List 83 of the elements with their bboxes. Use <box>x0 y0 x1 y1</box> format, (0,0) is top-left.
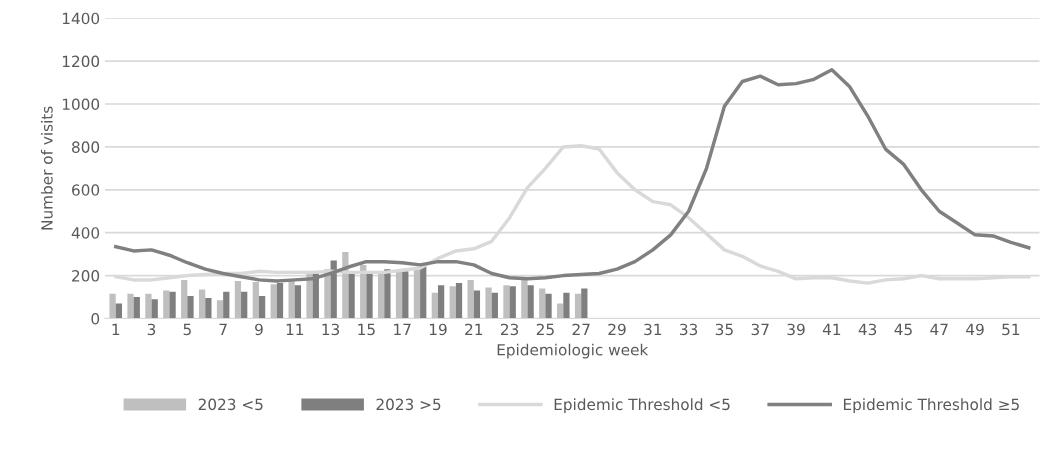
bar <box>431 292 438 319</box>
x-tick-label: 47 <box>930 323 948 335</box>
y-tick-label: 1400 <box>62 12 100 25</box>
bar <box>115 303 123 319</box>
bar <box>402 271 409 319</box>
bar <box>509 286 516 319</box>
bar <box>557 303 564 319</box>
x-tick-label: 9 <box>255 323 263 336</box>
x-tick-label: 37 <box>751 323 769 336</box>
x-tick-label: 35 <box>715 323 733 336</box>
bar <box>145 293 152 319</box>
x-tick-label: 11 <box>286 323 304 335</box>
legend-label: Epidemic Threshold <5 <box>554 398 730 414</box>
y-tick-label: 1200 <box>62 55 100 68</box>
y-tick-label: 200 <box>72 270 100 282</box>
bar <box>366 272 373 319</box>
x-tick-label: 17 <box>394 323 411 335</box>
bar <box>216 300 224 319</box>
legend-label: 2023 <5 <box>198 398 263 411</box>
x-tick-label: 15 <box>358 323 375 336</box>
bar <box>413 269 421 319</box>
bar <box>270 284 277 319</box>
bar <box>205 298 212 319</box>
bar <box>109 293 116 319</box>
bar <box>467 279 474 319</box>
bar <box>288 280 295 319</box>
x-tick-label: 51 <box>1002 323 1020 336</box>
x-tick-label: 29 <box>608 323 626 336</box>
bar <box>187 295 194 319</box>
y-tick-label: 800 <box>72 141 100 153</box>
bar <box>252 282 259 319</box>
bar <box>449 286 456 319</box>
bar <box>234 280 242 319</box>
x-tick-label: 1 <box>112 323 120 335</box>
x-tick-label: 5 <box>183 323 191 336</box>
bar <box>241 291 248 319</box>
x-tick-label: 43 <box>858 323 877 336</box>
bar <box>574 293 582 319</box>
legend-label: 2023 >5 <box>376 398 441 411</box>
x-tick-label: 41 <box>822 323 841 335</box>
x-tick-label: 7 <box>219 323 227 335</box>
bar <box>384 269 391 319</box>
legend-label: Epidemic Threshold ≥5 <box>843 398 1019 414</box>
bar <box>473 290 481 319</box>
x-axis-title: Epidemiologic week <box>497 343 649 359</box>
bar <box>223 291 230 319</box>
x-tick-label: 45 <box>894 323 912 336</box>
y-axis-title: Number of visits <box>40 106 53 230</box>
bar <box>294 285 302 319</box>
x-tick-label: 49 <box>966 323 984 336</box>
bar <box>485 287 492 319</box>
x-tick-label: 31 <box>644 323 662 336</box>
y-tick-label: 1000 <box>62 98 100 111</box>
x-tick-label: 23 <box>500 323 519 336</box>
bar <box>133 297 140 319</box>
bar <box>181 279 188 319</box>
bar <box>169 291 176 319</box>
bar <box>563 292 570 319</box>
x-tick-label: 13 <box>322 323 340 336</box>
bar <box>455 283 463 319</box>
bar <box>503 285 510 319</box>
y-tick-label: 400 <box>71 227 100 239</box>
bar <box>491 292 498 319</box>
bar <box>163 290 170 319</box>
bar <box>127 293 134 319</box>
bar <box>539 288 546 319</box>
x-tick-label: 3 <box>147 323 156 336</box>
bar <box>527 285 534 319</box>
x-tick-label: 19 <box>429 323 447 336</box>
bar <box>581 288 588 319</box>
bar <box>151 299 158 319</box>
x-tick-label: 27 <box>572 323 590 335</box>
bar <box>198 289 206 319</box>
x-tick-label: 33 <box>680 323 698 336</box>
bar <box>545 293 552 319</box>
bar <box>348 271 355 319</box>
bar <box>437 285 445 319</box>
y-tick-label: 600 <box>72 184 100 196</box>
x-tick-label: 25 <box>536 323 554 336</box>
x-tick-label: 39 <box>787 323 805 336</box>
y-tick-label: 0 <box>91 312 100 325</box>
x-tick-label: 21 <box>465 323 483 335</box>
bar <box>258 295 266 319</box>
